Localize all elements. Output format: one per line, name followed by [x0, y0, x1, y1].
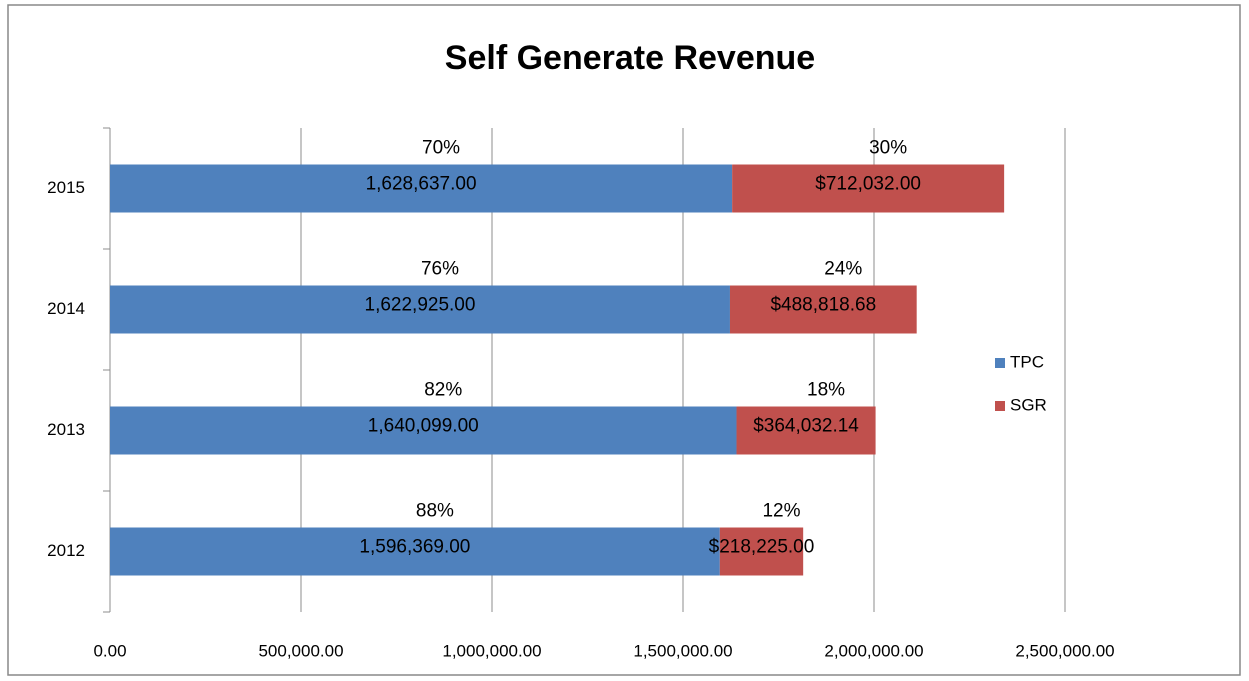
bar: [732, 164, 1005, 213]
value-label: 1,640,099.00: [368, 416, 479, 437]
bar: [110, 285, 730, 334]
legend-label: SGR: [1010, 395, 1047, 414]
share-label: 18%: [807, 380, 845, 401]
y-tick-label: 2015: [47, 178, 85, 197]
x-tick-label: 2,000,000.00: [824, 641, 923, 660]
value-label: 1,628,637.00: [366, 174, 477, 195]
value-label: 1,622,925.00: [365, 295, 476, 316]
legend-label: TPC: [1010, 352, 1044, 371]
bar: [736, 406, 876, 455]
share-label: 12%: [762, 501, 800, 522]
value-label: $488,818.68: [770, 295, 876, 316]
value-label: $364,032.14: [753, 416, 859, 437]
share-label: 88%: [416, 501, 454, 522]
value-label: 1,596,369.00: [359, 537, 470, 558]
x-tick-label: 500,000.00: [258, 641, 343, 660]
share-label: 24%: [824, 259, 862, 280]
y-tick-label: 2014: [47, 299, 85, 318]
x-tick-label: 2,500,000.00: [1015, 641, 1114, 660]
share-label: 30%: [869, 138, 907, 159]
bar: [110, 406, 737, 455]
y-tick-label: 2013: [47, 420, 85, 439]
bar: [110, 527, 720, 576]
y-tick-label: 2012: [47, 541, 85, 560]
bar: [729, 285, 917, 334]
x-tick-label: 0.00: [93, 641, 126, 660]
share-label: 70%: [422, 138, 460, 159]
legend-swatch: [995, 358, 1005, 368]
chart-title: Self Generate Revenue: [445, 39, 815, 77]
bar: [110, 164, 733, 213]
x-tick-label: 1,000,000.00: [442, 641, 541, 660]
legend-swatch: [995, 401, 1005, 411]
bar: [719, 527, 804, 576]
share-label: 82%: [424, 380, 462, 401]
x-tick-label: 1,500,000.00: [633, 641, 732, 660]
value-label: $218,225.00: [709, 537, 815, 558]
share-label: 76%: [421, 259, 459, 280]
value-label: $712,032.00: [815, 174, 921, 195]
